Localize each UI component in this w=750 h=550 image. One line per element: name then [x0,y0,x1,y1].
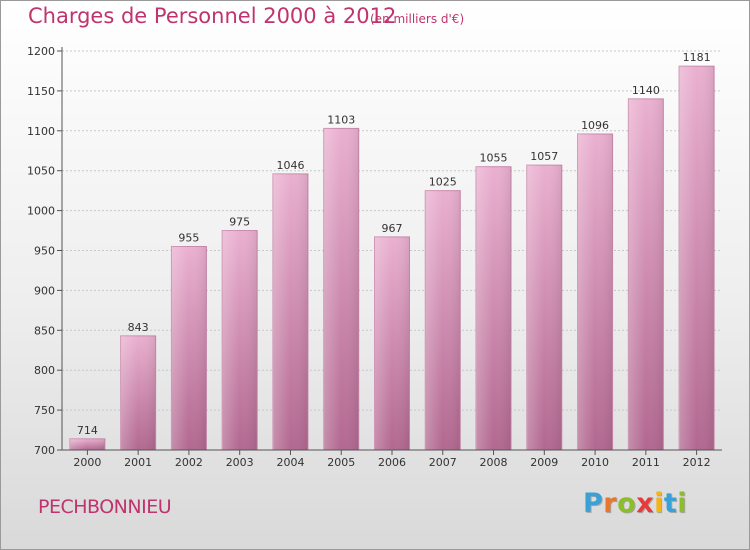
x-tick-label-2003: 2003 [226,456,254,469]
y-tick-label: 1200 [27,45,55,58]
value-label-2001: 843 [128,321,149,334]
value-label-2000: 714 [77,424,98,437]
y-tick-label: 1050 [27,165,55,178]
value-label-2006: 967 [382,222,403,235]
x-tick-label-2002: 2002 [175,456,203,469]
value-label-2002: 955 [178,232,199,245]
x-tick-label-2001: 2001 [124,456,152,469]
x-tick-label-2012: 2012 [683,456,711,469]
x-tick-label-2000: 2000 [73,456,101,469]
bar-shade-2011 [628,98,664,450]
town-name: PECHBONNIEU [38,496,172,518]
value-label-2005: 1103 [327,113,355,126]
logo-letter: i [677,488,688,519]
bar-shade-2002 [171,246,207,450]
logo-letter: r [603,488,618,519]
bar-shade-2007 [425,190,461,450]
bar-shade-2006 [374,236,410,450]
y-tick-label: 900 [34,284,55,297]
value-label-2004: 1046 [276,159,304,172]
x-tick-label-2011: 2011 [632,456,660,469]
bar-shade-2009 [526,165,562,450]
y-tick-label: 1000 [27,205,55,218]
y-tick-label: 700 [34,444,55,457]
y-tick-label: 800 [34,364,55,377]
value-label-2012: 1181 [683,51,711,64]
value-label-2003: 975 [229,216,250,229]
bar-shade-2010 [577,133,613,450]
bar-shade-2000 [69,438,105,450]
proxiti-logo: Proxiti [583,488,687,519]
logo-letter: t [663,488,678,519]
bar-shade-2012 [679,66,715,451]
value-label-2011: 1140 [632,84,660,97]
x-tick-label-2007: 2007 [429,456,457,469]
bar-shade-2004 [272,173,308,450]
y-tick-label: 750 [34,404,55,417]
chart-title: Charges de Personnel 2000 à 2012 [28,4,397,28]
x-tick-label-2009: 2009 [530,456,558,469]
value-label-2010: 1096 [581,119,609,132]
bar-shade-2005 [323,128,359,450]
logo-letter: x [636,488,655,519]
x-tick-label-2010: 2010 [581,456,609,469]
bar-shade-2008 [476,166,512,450]
x-tick-label-2004: 2004 [276,456,304,469]
value-label-2007: 1025 [429,176,457,189]
bar-shade-2003 [222,230,258,450]
logo-letter: i [654,488,664,519]
y-tick-label: 1150 [27,85,55,98]
value-label-2009: 1057 [530,150,558,163]
logo-letter: o [617,488,637,519]
chart-subtitle: (en milliers d'€) [370,12,465,26]
logo-letter: P [583,488,604,519]
y-tick-label: 1100 [27,125,55,138]
x-tick-label-2008: 2008 [480,456,508,469]
x-tick-label-2006: 2006 [378,456,406,469]
bar-shade-2001 [120,335,156,450]
y-tick-label: 950 [34,245,55,258]
y-tick-label: 850 [34,324,55,337]
x-tick-label-2005: 2005 [327,456,355,469]
value-label-2008: 1055 [480,152,508,165]
